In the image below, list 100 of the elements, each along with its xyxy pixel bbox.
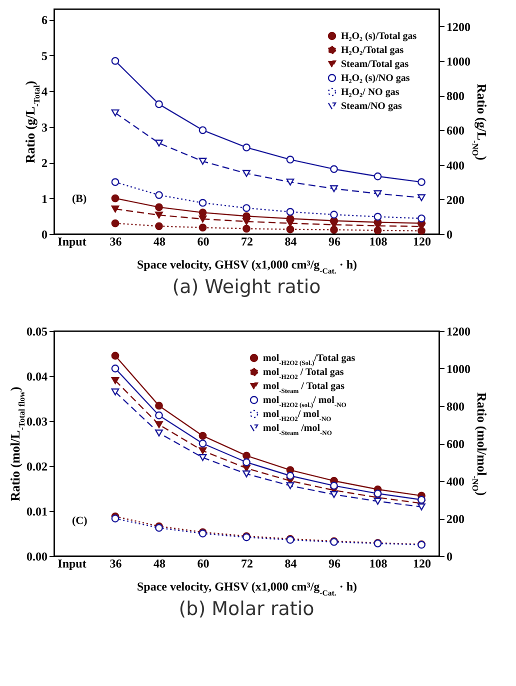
- point: [330, 226, 338, 234]
- point: [242, 224, 250, 233]
- x-tick-label: 84: [284, 234, 297, 248]
- point: [111, 109, 120, 116]
- y2-tick-label: 1200: [446, 20, 470, 34]
- point: [111, 56, 120, 65]
- point: [242, 218, 250, 226]
- point: [418, 214, 426, 222]
- x-tick-label: 72: [241, 234, 253, 248]
- y2-tick-label: 1000: [446, 362, 470, 376]
- point: [198, 215, 207, 223]
- point: [418, 503, 426, 510]
- y2-tick-label: 1200: [446, 324, 470, 338]
- point: [155, 222, 163, 230]
- legend-label: Steam/Total gas: [341, 59, 409, 70]
- point: [286, 482, 294, 490]
- legend-label: mol$_{-Steam}$ /mol$_{-NO}$: [263, 423, 332, 436]
- y-tick-label: 1: [42, 192, 48, 206]
- point: [155, 421, 163, 428]
- legend-label: mol$_{-H2O2 (sol.)}$/ mol$_{-NO}$: [263, 395, 346, 408]
- point: [111, 514, 120, 522]
- x-tick-label: 60: [197, 234, 210, 248]
- y-tick-label: 6: [42, 13, 48, 28]
- point: [111, 352, 120, 360]
- y2-tick-label: 400: [446, 474, 464, 488]
- point: [242, 470, 250, 478]
- legend-label: H₂O₂ (s)/Total gas: [341, 31, 417, 42]
- y-tick-label: 2: [42, 156, 48, 170]
- y2-tick-label: 200: [446, 512, 464, 526]
- text: (b) Molar ratio: [178, 598, 314, 620]
- y2-tick-label: 0: [446, 228, 452, 242]
- point: [198, 447, 207, 454]
- y2-tick-label: 1000: [446, 54, 470, 68]
- point: [198, 198, 207, 207]
- x-tick-label: 120: [413, 234, 431, 248]
- y-tick-label: 0.01: [26, 504, 48, 518]
- point: [155, 100, 163, 108]
- y-tick-label: 0.04: [26, 370, 48, 384]
- point: [198, 454, 207, 462]
- point: [242, 204, 250, 212]
- y2-tick-label: 200: [446, 192, 464, 207]
- y2-tick-label: 800: [446, 89, 464, 104]
- y-tick-label: 0.02: [26, 460, 48, 474]
- point: [111, 364, 120, 372]
- y-tick-label: 3: [42, 120, 48, 134]
- point: [198, 224, 207, 232]
- point: [155, 140, 163, 147]
- y2-tick-label: 800: [446, 400, 464, 414]
- y-tick-label: 0.03: [26, 414, 48, 428]
- point: [242, 144, 250, 152]
- text: (a) Weight ratio: [172, 276, 321, 298]
- point: [198, 158, 207, 165]
- x-tick-label: 84: [284, 556, 297, 570]
- point: [374, 190, 382, 198]
- point: [286, 156, 294, 164]
- point: [111, 178, 120, 186]
- legend-label: H₂O₂/ NO gas: [341, 87, 400, 98]
- point: [418, 178, 426, 186]
- point: [155, 402, 163, 410]
- annotation: (C): [72, 515, 88, 527]
- point: [155, 203, 163, 212]
- y2-tick-label: 400: [446, 158, 464, 172]
- point: [111, 388, 120, 396]
- x-tick-label: Input: [58, 234, 86, 248]
- point: [374, 490, 382, 498]
- x-tick-label: 36: [110, 234, 122, 248]
- point: [111, 205, 120, 213]
- x-tick-label: 48: [154, 556, 166, 570]
- x-tick-label: 120: [413, 556, 431, 570]
- point: [286, 220, 294, 227]
- y2-tick-label: 0: [446, 550, 452, 564]
- y-tick-label: 0.05: [26, 324, 48, 338]
- x-axis-title: Space velocity, GHSV (x1,000 cm³/g$_{-Cat.}$ · h): [136, 258, 358, 275]
- legend-label: H₂O₂ (s)/NO gas: [341, 73, 410, 84]
- point: [330, 165, 338, 174]
- point: [374, 498, 382, 505]
- point: [155, 411, 163, 420]
- point: [155, 191, 163, 200]
- point: [111, 219, 120, 228]
- x-tick-label: 72: [241, 556, 253, 570]
- point: [242, 170, 250, 177]
- point: [111, 376, 120, 384]
- legend-label: mol$_{-Steam}$ / Total gas: [263, 381, 345, 394]
- point: [330, 490, 338, 498]
- point: [286, 472, 294, 480]
- legend-label: mol$_{-H2O2}$/ mol$_{-NO}$: [263, 409, 332, 422]
- point: [374, 212, 382, 221]
- point: [242, 458, 250, 466]
- x-tick-label: 108: [369, 556, 388, 570]
- point: [418, 496, 426, 504]
- y2-tick-label: 600: [446, 437, 464, 451]
- x-tick-label: 60: [197, 556, 210, 570]
- point: [242, 452, 250, 460]
- x-tick-label: 96: [328, 234, 340, 248]
- point: [198, 432, 207, 440]
- annotation: (B): [72, 193, 87, 205]
- point: [330, 185, 338, 192]
- x-tick-label: 48: [154, 234, 166, 248]
- point: [155, 429, 163, 437]
- x-tick-label: 96: [328, 556, 340, 570]
